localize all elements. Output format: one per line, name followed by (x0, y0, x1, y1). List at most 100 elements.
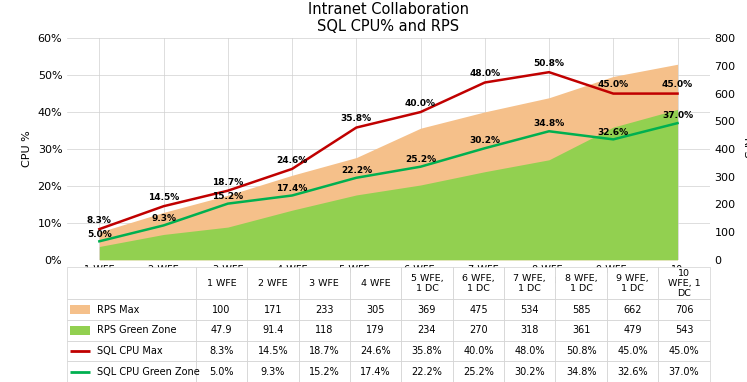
Text: 361: 361 (572, 325, 590, 335)
Text: 662: 662 (623, 305, 642, 315)
Text: 24.6%: 24.6% (360, 346, 391, 356)
Bar (247, 320, 299, 341)
Bar (658, 361, 710, 382)
Bar (401, 320, 453, 341)
Text: 8.3%: 8.3% (209, 346, 234, 356)
Text: 234: 234 (418, 325, 436, 335)
Bar (401, 267, 453, 299)
Bar (70, 326, 90, 335)
Bar (299, 361, 350, 382)
Bar (350, 361, 401, 382)
Bar (67, 361, 196, 382)
Text: 15.2%: 15.2% (212, 192, 244, 201)
Text: 22.2%: 22.2% (412, 367, 442, 377)
Bar (607, 320, 658, 341)
Text: 34.8%: 34.8% (566, 367, 596, 377)
Text: 47.9: 47.9 (211, 325, 232, 335)
Text: 17.4%: 17.4% (276, 184, 308, 193)
Text: 5 WFE,
1 DC: 5 WFE, 1 DC (411, 274, 443, 293)
Text: 45.0%: 45.0% (669, 346, 699, 356)
Bar (504, 320, 556, 341)
Text: 100: 100 (212, 305, 231, 315)
Text: 37.0%: 37.0% (662, 112, 693, 120)
Text: 14.5%: 14.5% (148, 193, 179, 202)
Text: 6 WFE,
1 DC: 6 WFE, 1 DC (462, 274, 495, 293)
Text: 8.3%: 8.3% (87, 216, 112, 225)
Text: 30.2%: 30.2% (515, 367, 545, 377)
Bar (556, 341, 607, 361)
Text: SQL CPU Green Zone: SQL CPU Green Zone (97, 367, 200, 377)
Bar (453, 267, 504, 299)
Text: 32.6%: 32.6% (617, 367, 648, 377)
Bar (556, 320, 607, 341)
Text: 37.0%: 37.0% (669, 367, 699, 377)
Bar (556, 267, 607, 299)
Text: 35.8%: 35.8% (341, 114, 372, 123)
Bar (67, 320, 196, 341)
Text: 18.7%: 18.7% (212, 178, 244, 186)
Bar (607, 299, 658, 320)
Bar (607, 267, 658, 299)
Text: 45.0%: 45.0% (598, 81, 629, 89)
Text: 7 WFE,
1 DC: 7 WFE, 1 DC (513, 274, 546, 293)
Text: 30.2%: 30.2% (469, 136, 500, 146)
Text: 9.3%: 9.3% (261, 367, 285, 377)
Text: 34.8%: 34.8% (533, 120, 565, 128)
Text: 9 WFE,
1 DC: 9 WFE, 1 DC (616, 274, 649, 293)
Text: 45.0%: 45.0% (662, 81, 693, 89)
Text: 14.5%: 14.5% (258, 346, 288, 356)
Text: 50.8%: 50.8% (566, 346, 596, 356)
Text: 35.8%: 35.8% (412, 346, 442, 356)
Bar (70, 305, 90, 314)
Bar (401, 299, 453, 320)
Y-axis label: RPS: RPS (741, 138, 747, 160)
Text: 4 WFE: 4 WFE (361, 279, 391, 288)
Bar (401, 341, 453, 361)
Bar (299, 299, 350, 320)
Text: 534: 534 (521, 305, 539, 315)
Text: 318: 318 (521, 325, 539, 335)
Text: 171: 171 (264, 305, 282, 315)
Bar (196, 267, 247, 299)
Bar (453, 320, 504, 341)
Text: 585: 585 (572, 305, 590, 315)
Text: 22.2%: 22.2% (341, 166, 372, 175)
Bar (658, 299, 710, 320)
Text: SQL CPU Max: SQL CPU Max (97, 346, 163, 356)
Bar (607, 361, 658, 382)
Text: 1 WFE: 1 WFE (207, 279, 236, 288)
Text: 40.0%: 40.0% (405, 99, 436, 108)
Bar (299, 341, 350, 361)
Text: RPS Green Zone: RPS Green Zone (97, 325, 177, 335)
Text: 18.7%: 18.7% (309, 346, 339, 356)
Text: 24.6%: 24.6% (276, 156, 308, 165)
Text: 706: 706 (675, 305, 693, 315)
Bar (247, 341, 299, 361)
Text: 48.0%: 48.0% (515, 346, 545, 356)
Text: 233: 233 (315, 305, 333, 315)
Text: 9.3%: 9.3% (151, 214, 176, 223)
Bar (607, 341, 658, 361)
Text: 17.4%: 17.4% (360, 367, 391, 377)
Text: 475: 475 (469, 305, 488, 315)
Text: 270: 270 (469, 325, 488, 335)
Bar (453, 341, 504, 361)
Bar (67, 267, 196, 299)
Text: 10
WFE, 1
DC: 10 WFE, 1 DC (668, 269, 700, 298)
Bar (67, 341, 196, 361)
Bar (504, 267, 556, 299)
Text: RPS Max: RPS Max (97, 305, 140, 315)
Bar (247, 267, 299, 299)
Bar (299, 320, 350, 341)
Bar (350, 341, 401, 361)
Text: 48.0%: 48.0% (469, 70, 500, 78)
Text: 5.0%: 5.0% (87, 230, 112, 238)
Text: 543: 543 (675, 325, 693, 335)
Text: 3 WFE: 3 WFE (309, 279, 339, 288)
Text: 25.2%: 25.2% (463, 367, 494, 377)
Text: 118: 118 (315, 325, 333, 335)
Bar (196, 361, 247, 382)
Bar (401, 361, 453, 382)
Bar (556, 361, 607, 382)
Text: 8 WFE,
1 DC: 8 WFE, 1 DC (565, 274, 598, 293)
